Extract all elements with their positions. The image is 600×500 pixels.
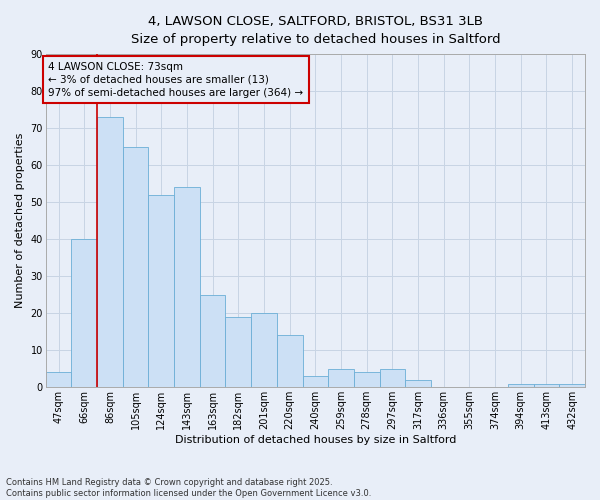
Bar <box>226 317 251 388</box>
Title: 4, LAWSON CLOSE, SALTFORD, BRISTOL, BS31 3LB
Size of property relative to detach: 4, LAWSON CLOSE, SALTFORD, BRISTOL, BS31… <box>131 15 500 46</box>
Text: 4 LAWSON CLOSE: 73sqm
← 3% of detached houses are smaller (13)
97% of semi-detac: 4 LAWSON CLOSE: 73sqm ← 3% of detached h… <box>48 62 304 98</box>
Bar <box>71 239 97 388</box>
Bar <box>559 384 585 388</box>
Bar <box>148 195 174 388</box>
Bar <box>46 372 71 388</box>
Bar <box>405 380 431 388</box>
Bar <box>533 384 559 388</box>
Bar <box>302 376 328 388</box>
Text: Contains HM Land Registry data © Crown copyright and database right 2025.
Contai: Contains HM Land Registry data © Crown c… <box>6 478 371 498</box>
Bar <box>328 369 354 388</box>
Bar <box>123 146 148 388</box>
X-axis label: Distribution of detached houses by size in Saltford: Distribution of detached houses by size … <box>175 435 456 445</box>
Bar <box>97 117 123 388</box>
Bar <box>200 294 226 388</box>
Y-axis label: Number of detached properties: Number of detached properties <box>15 133 25 308</box>
Bar <box>380 369 405 388</box>
Bar <box>508 384 533 388</box>
Bar <box>251 314 277 388</box>
Bar <box>174 188 200 388</box>
Bar <box>354 372 380 388</box>
Bar <box>277 336 302 388</box>
